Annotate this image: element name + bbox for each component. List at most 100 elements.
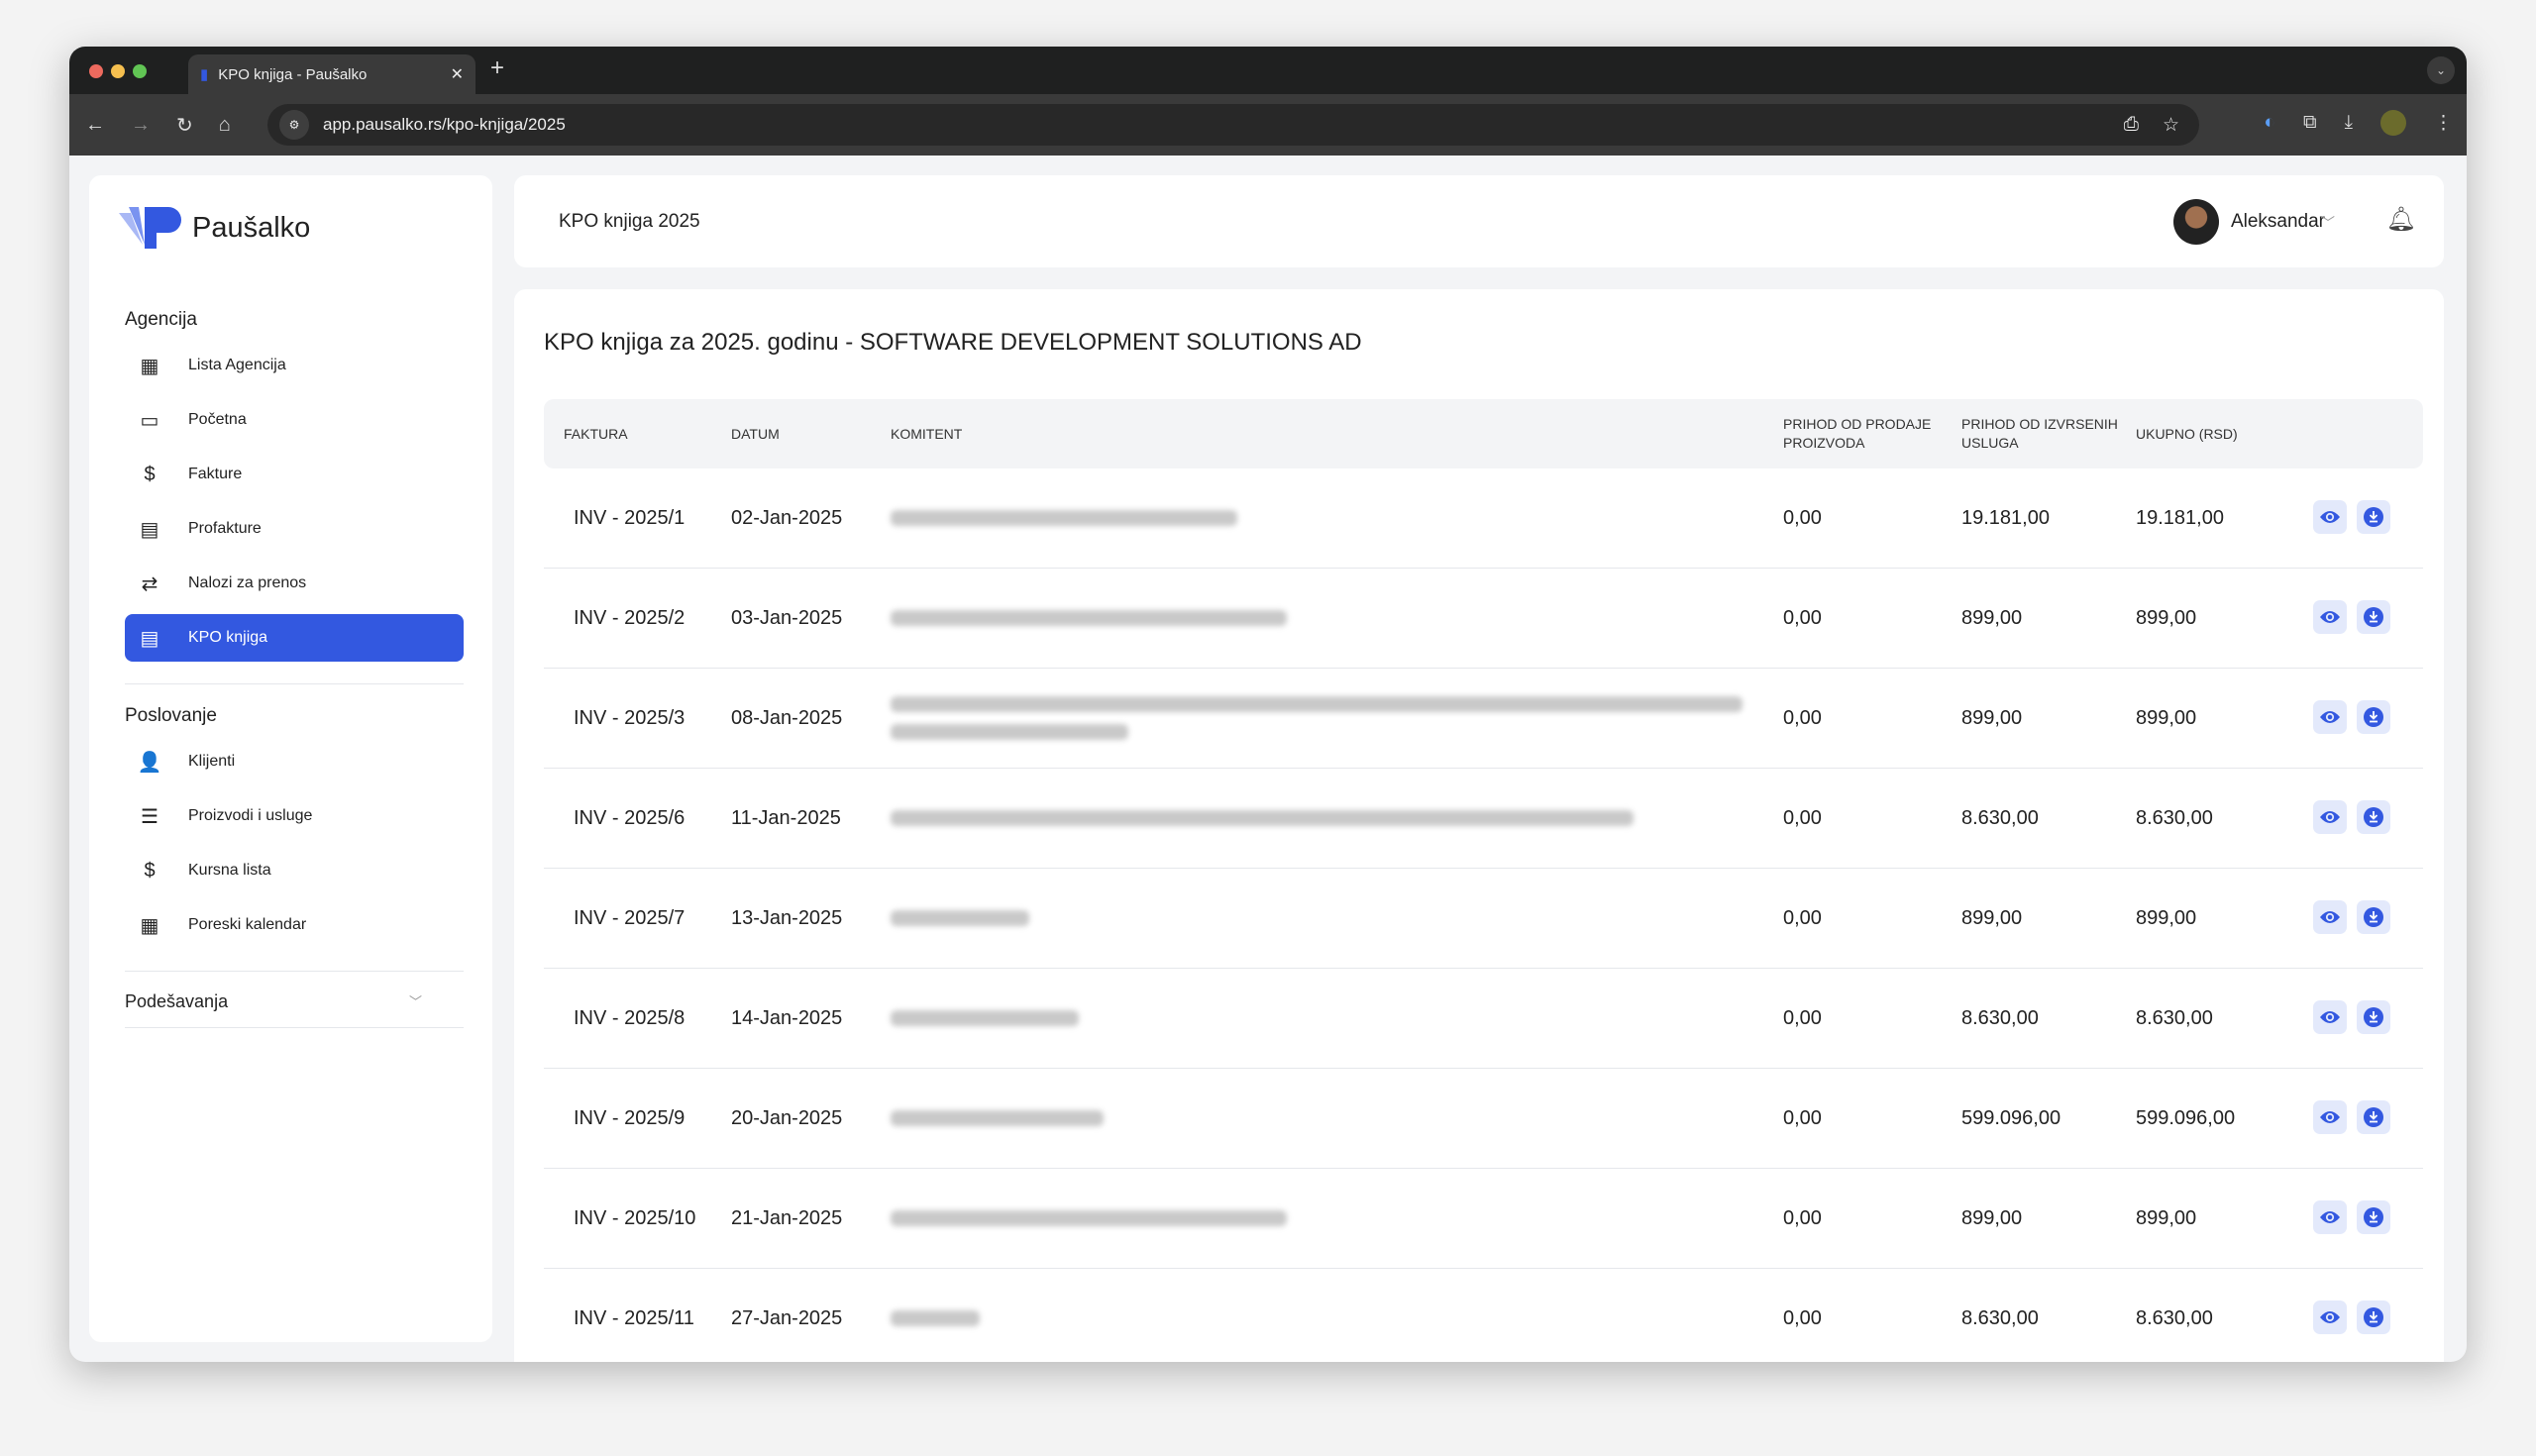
prihod-proizvoda-cell: 0,00 [1783,906,1822,929]
download-button[interactable] [2357,700,2390,734]
brand-name: Paušalko [192,211,311,244]
minimize-window-button[interactable] [111,64,125,78]
datum-cell: 08-Jan-2025 [731,706,843,729]
reload-icon[interactable]: ↻ [176,114,193,137]
download-icon [2364,1307,2383,1327]
download-icon [2364,1207,2383,1227]
forward-icon[interactable]: → [131,113,151,136]
view-button[interactable] [2313,1300,2347,1334]
download-button[interactable] [2357,900,2390,934]
prihod-usluga-cell: 8.630,00 [1961,1006,2039,1029]
sidebar: Paušalko Agencija ▦ Lista Agencija ▭ Počet… [89,175,492,1342]
close-tab-icon[interactable]: ✕ [450,66,464,83]
download-button[interactable] [2357,1100,2390,1134]
view-button[interactable] [2313,1200,2347,1234]
table-row: INV - 2025/9 20-Jan-2025 0,00 599.096,00… [544,1069,2423,1169]
faktura-cell: INV - 2025/1 [574,506,686,529]
sidebar-item-proizvodi[interactable]: ☰ Proizvodi i usluge [125,792,464,840]
item-label: Poreski kalendar [188,916,307,933]
datum-cell: 14-Jan-2025 [731,1006,843,1029]
logo[interactable]: Paušalko [119,207,310,249]
downloads-icon[interactable]: ⤓ [2344,112,2353,133]
sidebar-item-poreski-kalendar[interactable]: ▦ Poreski kalendar [125,901,464,949]
address-bar[interactable]: ⚙ app.pausalko.rs/kpo-knjiga/2025 ⎙ ☆ [267,104,2199,146]
item-label: KPO knjiga [188,629,268,646]
browser-toolbar: ← → ↻ ⌂ ⚙ app.pausalko.rs/kpo-knjiga/202… [69,94,2467,156]
chevron-down-icon[interactable]: ﹀ [2321,215,2335,231]
ukupno-cell: 19.181,00 [2136,506,2224,529]
money-transfer-icon: ⇄ [141,572,158,595]
home-icon[interactable]: ⌂ [218,113,231,136]
new-tab-icon[interactable]: + [490,54,505,81]
prihod-usluga-cell: 899,00 [1961,1206,2023,1229]
sidebar-item-lista-agencija[interactable]: ▦ Lista Agencija [125,342,464,389]
prihod-proizvoda-cell: 0,00 [1783,606,1822,629]
download-button[interactable] [2357,500,2390,534]
item-label: Fakture [188,466,243,482]
extension-icon[interactable]: ◐ [2264,112,2276,133]
site-settings-icon[interactable]: ⚙ [279,110,309,140]
browser-menu-icon[interactable]: ⋮ [2434,112,2453,134]
table-row: INV - 2025/1 02-Jan-2025 0,00 19.181,00 … [544,468,2423,569]
tab-search-icon[interactable]: ⌄ [2427,56,2455,84]
download-button[interactable] [2357,800,2390,834]
close-window-button[interactable] [89,64,103,78]
browser-tab[interactable]: ▮ KPO knjiga - Paušalko ✕ [188,54,476,94]
sidebar-item-kpo-knjiga[interactable]: ▤ KPO knjiga [125,614,464,662]
settings-dropdown[interactable]: Podešavanja ﹀ [125,991,422,1012]
prihod-usluga-cell: 899,00 [1961,906,2023,929]
profile-avatar[interactable] [2380,110,2406,136]
faktura-cell: INV - 2025/8 [574,1006,686,1029]
avatar [2172,199,2219,245]
download-button[interactable] [2357,600,2390,634]
download-button[interactable] [2357,1000,2390,1034]
download-button[interactable] [2357,1300,2390,1334]
prihod-proizvoda-cell: 0,00 [1783,806,1822,829]
sidebar-item-kursna-lista[interactable]: $ Kursna lista [125,847,464,894]
download-button[interactable] [2357,1200,2390,1234]
hand-dollar-icon: $ [144,859,156,882]
install-app-icon[interactable]: ⎙ [2123,113,2139,135]
maximize-window-button[interactable] [133,64,147,78]
sidebar-item-klijenti[interactable]: 👤 Klijenti [125,738,464,785]
komitent-cell-redacted [891,1169,1287,1268]
extensions-puzzle-icon[interactable]: ⧉ [2303,112,2317,133]
bookmark-star-icon[interactable]: ☆ [2162,114,2179,136]
view-button[interactable] [2313,600,2347,634]
download-icon [2364,1007,2383,1027]
view-button[interactable] [2313,900,2347,934]
divider [125,971,464,972]
datum-cell: 11-Jan-2025 [731,806,841,829]
sidebar-item-profakture[interactable]: ▤ Profakture [125,505,464,553]
prihod-usluga-cell: 899,00 [1961,606,2023,629]
col-prihod-usluga: PRIHOD OD IZVRSENIH USLUGA [1961,416,2118,451]
datum-cell: 21-Jan-2025 [731,1206,843,1229]
download-icon [2364,607,2383,627]
view-button[interactable] [2313,800,2347,834]
user-name: Aleksandar [2230,211,2325,232]
ukupno-cell: 899,00 [2136,906,2197,929]
sidebar-item-fakture[interactable]: $ Fakture [125,451,464,498]
section-poslovanje: Poslovanje [125,705,217,726]
bell-icon[interactable]: 🔔︎ [2385,206,2416,233]
view-button[interactable] [2313,1100,2347,1134]
datum-cell: 03-Jan-2025 [731,606,843,629]
faktura-cell: INV - 2025/6 [574,806,686,829]
datum-cell: 20-Jan-2025 [731,1106,843,1129]
sidebar-item-pocetna[interactable]: ▭ Početna [125,396,464,444]
prihod-usluga-cell: 8.630,00 [1961,1306,2039,1329]
favicon-icon: ▮ [200,66,209,83]
view-button[interactable] [2313,500,2347,534]
prihod-usluga-cell: 19.181,00 [1961,506,2050,529]
table-row: INV - 2025/11 27-Jan-2025 0,00 8.630,00 … [544,1269,2423,1362]
table-row: INV - 2025/3 08-Jan-2025 0,00 899,00 899… [544,669,2423,769]
view-button[interactable] [2313,1000,2347,1034]
ukupno-cell: 899,00 [2136,706,2197,729]
item-label: Nalozi za prenos [188,574,307,591]
view-button[interactable] [2313,700,2347,734]
user-menu[interactable]: Aleksandar [2172,199,2325,245]
col-datum: DATUM [731,425,780,442]
back-icon[interactable]: ← [85,113,105,136]
col-ukupno: UKUPNO (RSD) [2136,425,2238,442]
sidebar-item-nalozi[interactable]: ⇄ Nalozi za prenos [125,560,464,607]
